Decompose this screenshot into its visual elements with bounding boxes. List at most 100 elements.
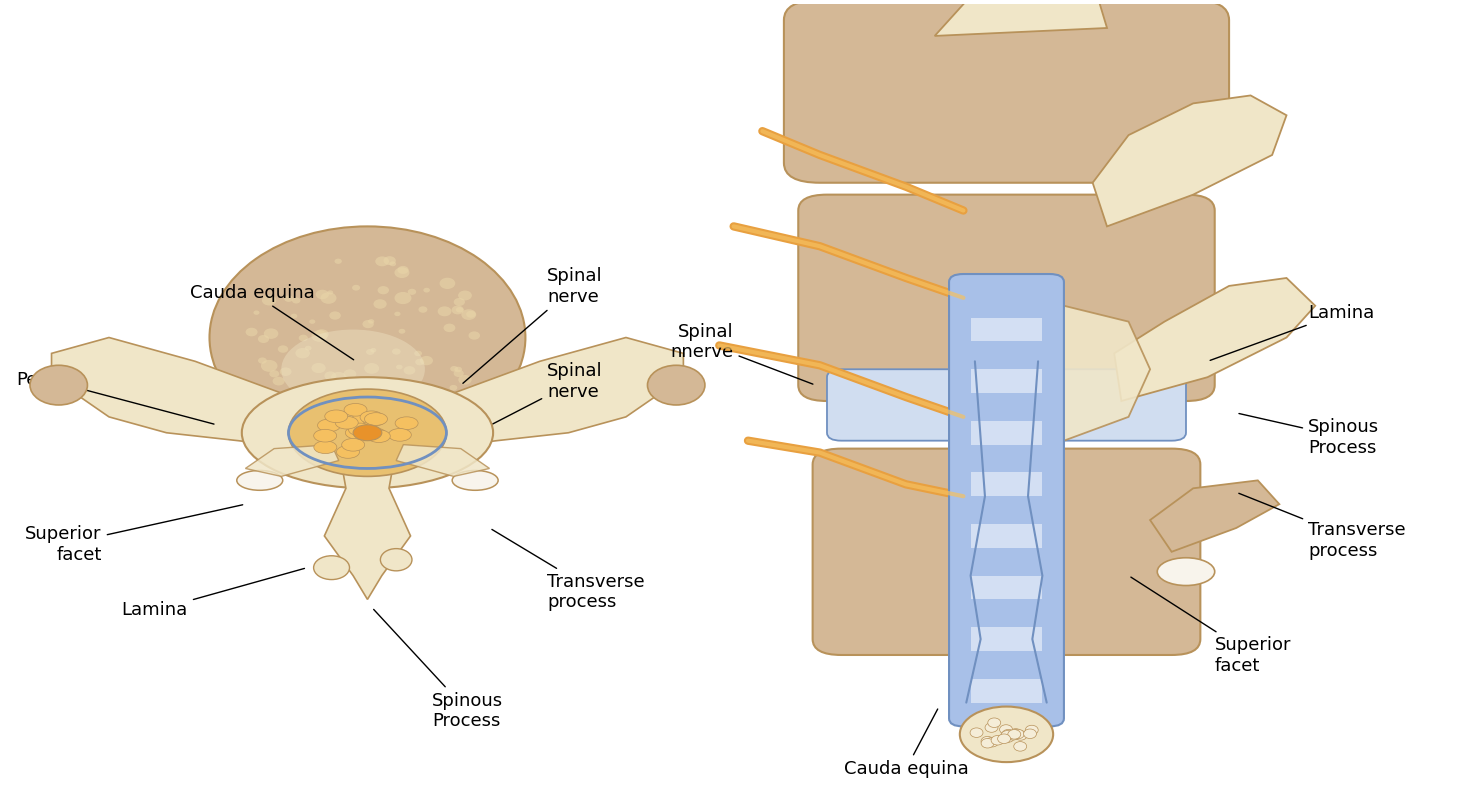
Ellipse shape — [999, 725, 1012, 735]
Ellipse shape — [415, 358, 424, 366]
Text: Superior
facet: Superior facet — [25, 504, 243, 564]
Circle shape — [348, 423, 372, 435]
FancyBboxPatch shape — [799, 195, 1214, 401]
Ellipse shape — [257, 358, 266, 364]
Polygon shape — [51, 338, 303, 448]
Ellipse shape — [323, 399, 339, 410]
Ellipse shape — [262, 295, 277, 306]
Circle shape — [367, 430, 391, 443]
Text: Cauda equina: Cauda equina — [844, 709, 969, 778]
Text: Pedicle: Pedicle — [16, 371, 214, 424]
FancyBboxPatch shape — [784, 0, 1229, 183]
Ellipse shape — [437, 306, 452, 316]
Ellipse shape — [335, 258, 342, 264]
Ellipse shape — [454, 370, 464, 377]
Ellipse shape — [344, 370, 357, 379]
Ellipse shape — [408, 289, 415, 295]
FancyBboxPatch shape — [827, 369, 1186, 440]
Ellipse shape — [269, 371, 279, 378]
Text: Cauda equina: Cauda equina — [190, 284, 354, 360]
Circle shape — [345, 427, 369, 439]
Ellipse shape — [455, 367, 462, 372]
Ellipse shape — [364, 412, 373, 419]
Ellipse shape — [246, 328, 257, 336]
Bar — [970, 627, 1043, 651]
Circle shape — [353, 412, 376, 425]
Ellipse shape — [389, 261, 396, 266]
Polygon shape — [1036, 306, 1150, 440]
Circle shape — [313, 429, 336, 442]
Ellipse shape — [1001, 733, 1014, 743]
Ellipse shape — [347, 399, 358, 407]
Ellipse shape — [281, 330, 424, 409]
Ellipse shape — [263, 328, 278, 339]
Ellipse shape — [241, 377, 493, 488]
Circle shape — [342, 439, 364, 452]
Ellipse shape — [389, 395, 396, 400]
Polygon shape — [935, 0, 1107, 36]
Ellipse shape — [309, 319, 316, 324]
Ellipse shape — [253, 310, 259, 315]
Ellipse shape — [293, 298, 300, 303]
Ellipse shape — [420, 356, 433, 365]
Circle shape — [353, 425, 382, 440]
Ellipse shape — [1007, 731, 1020, 740]
Ellipse shape — [458, 290, 473, 301]
Ellipse shape — [291, 314, 297, 318]
Ellipse shape — [377, 286, 389, 294]
Text: Superior
facet: Superior facet — [1131, 577, 1292, 674]
Ellipse shape — [982, 736, 993, 746]
Ellipse shape — [329, 311, 341, 320]
Ellipse shape — [328, 290, 334, 294]
Ellipse shape — [1008, 730, 1021, 739]
Ellipse shape — [370, 348, 376, 352]
Ellipse shape — [398, 266, 408, 274]
Circle shape — [336, 446, 360, 458]
Ellipse shape — [316, 290, 329, 299]
Ellipse shape — [278, 346, 288, 353]
Ellipse shape — [369, 319, 375, 324]
Polygon shape — [1093, 95, 1286, 226]
Ellipse shape — [1024, 729, 1036, 739]
Bar — [970, 318, 1043, 342]
Ellipse shape — [1002, 729, 1015, 739]
Ellipse shape — [395, 292, 411, 304]
FancyBboxPatch shape — [812, 448, 1200, 655]
Ellipse shape — [418, 306, 427, 313]
Ellipse shape — [461, 310, 477, 320]
Ellipse shape — [1009, 729, 1023, 738]
Ellipse shape — [1026, 725, 1039, 735]
Ellipse shape — [1157, 557, 1214, 585]
Ellipse shape — [1014, 731, 1027, 740]
Ellipse shape — [317, 399, 335, 411]
Ellipse shape — [279, 367, 291, 376]
Ellipse shape — [990, 735, 1004, 745]
Ellipse shape — [398, 329, 405, 334]
Ellipse shape — [395, 267, 410, 278]
Ellipse shape — [396, 365, 402, 370]
Ellipse shape — [325, 371, 336, 380]
Ellipse shape — [304, 346, 312, 350]
Ellipse shape — [380, 549, 413, 571]
Ellipse shape — [414, 350, 421, 356]
Polygon shape — [432, 338, 683, 448]
Polygon shape — [246, 444, 339, 476]
Circle shape — [364, 413, 388, 425]
Ellipse shape — [467, 311, 475, 318]
Ellipse shape — [298, 334, 307, 342]
Ellipse shape — [988, 718, 1001, 727]
Circle shape — [317, 419, 341, 431]
Text: Spinous
Process: Spinous Process — [1239, 414, 1380, 456]
Ellipse shape — [363, 320, 375, 328]
Ellipse shape — [394, 312, 401, 316]
Ellipse shape — [260, 360, 278, 372]
Ellipse shape — [372, 387, 388, 399]
Circle shape — [288, 389, 446, 476]
Ellipse shape — [31, 365, 88, 405]
Text: Spinal
nerve: Spinal nerve — [462, 267, 603, 383]
Text: Transverse
process: Transverse process — [492, 529, 645, 611]
Ellipse shape — [960, 707, 1053, 762]
Ellipse shape — [310, 403, 323, 413]
Text: Lamina: Lamina — [1210, 304, 1374, 360]
Ellipse shape — [998, 734, 1011, 743]
